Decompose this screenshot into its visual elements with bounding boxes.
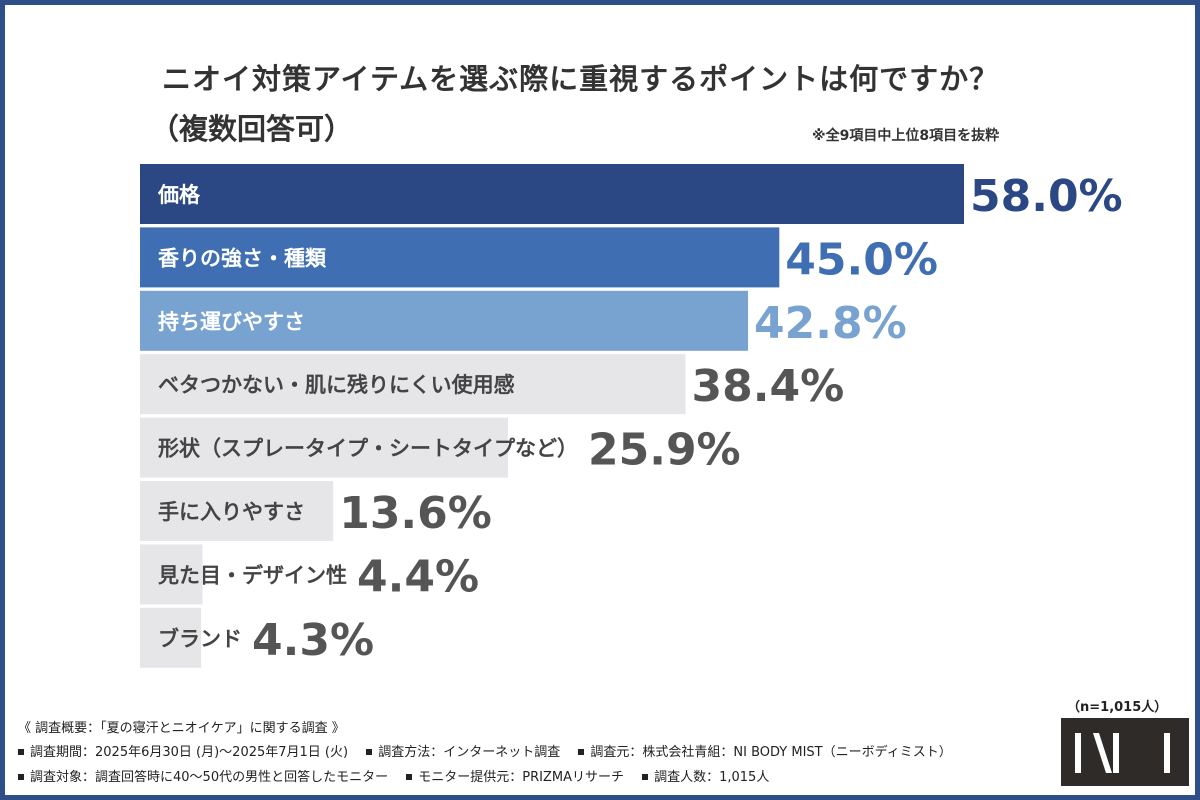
bar-3 bbox=[140, 354, 686, 415]
bar-chart: 価格 58.0% 香りの強さ・種類 45.0% 持ち運びやすさ 42.8% ベタつかない・肌… bbox=[140, 164, 1123, 668]
footer-line-1: 調査期間：2025年6月30日 (月)〜2025年7月1日 (火) 調査方法：イ… bbox=[18, 741, 952, 760]
value-label-5: 13.6% bbox=[339, 488, 492, 539]
footer-provider: モニター提供元：PRIZMAリサーチ bbox=[418, 770, 624, 785]
bullet-icon bbox=[406, 773, 413, 780]
value-label-2: 42.8% bbox=[754, 298, 907, 349]
chart-subtitle: （複数回答可） bbox=[150, 112, 354, 146]
bullet-icon bbox=[642, 773, 649, 780]
bullet-icon bbox=[366, 748, 373, 755]
bar-2 bbox=[140, 290, 749, 351]
bullet-icon bbox=[18, 773, 24, 780]
bar-1 bbox=[140, 227, 780, 288]
footer-target: 調査対象：調査回答時に40〜50代の男性と回答したモニター bbox=[30, 770, 389, 785]
value-label-1: 45.0% bbox=[785, 234, 938, 285]
footer-count: 調査人数：1,015人 bbox=[654, 770, 770, 785]
brand-logo bbox=[1061, 718, 1189, 786]
value-label-3: 38.4% bbox=[692, 361, 845, 412]
bar-5 bbox=[140, 481, 334, 541]
footer-method: 調査方法：インターネット調査 bbox=[378, 745, 561, 760]
bar-4 bbox=[140, 417, 508, 478]
value-label-0: 58.0% bbox=[970, 171, 1123, 222]
bar-label-2: 持ち運びやすさ bbox=[158, 310, 305, 334]
chart-note: ※全9項目中上位8項目を抜粋 bbox=[812, 128, 1000, 144]
value-label-4: 25.9% bbox=[588, 425, 741, 476]
bar-label-4: 形状（スプレータイプ・シートタイプなど） bbox=[158, 437, 578, 461]
bar-label-3: ベタつかない・肌に残りにくい使用感 bbox=[158, 373, 515, 397]
chart-title: ニオイ対策アイテムを選ぶ際に重視するポイントは何ですか？ bbox=[162, 62, 1000, 96]
sample-size: （n=1,015人） bbox=[1067, 700, 1168, 715]
bar-0 bbox=[140, 164, 964, 224]
bar-label-5: 手に入りやすさ bbox=[158, 500, 305, 524]
footer-survey-name: 《 調査概要：「夏の寝汗とニオイケア」に関する調査 》 bbox=[18, 721, 345, 736]
bar-label-6: 見た目・デザイン性 bbox=[158, 563, 347, 587]
footer-line-2: 調査対象：調査回答時に40〜50代の男性と回答したモニター モニター提供元：PR… bbox=[18, 766, 769, 785]
bullet-icon bbox=[578, 748, 585, 755]
value-label-6: 4.4% bbox=[357, 551, 479, 602]
footer-organizer: 調査元：株式会社青組：NI BODY MIST（ニーボディミスト） bbox=[590, 745, 952, 760]
footer-period: 調査期間：2025年6月30日 (月)〜2025年7月1日 (火) bbox=[30, 745, 349, 760]
bar-6 bbox=[140, 544, 203, 605]
bullet-icon bbox=[18, 748, 24, 755]
bar-label-7: ブランド bbox=[158, 627, 242, 651]
value-label-7: 4.3% bbox=[252, 615, 374, 666]
bar-label-0: 価格 bbox=[157, 183, 201, 207]
bar-label-1: 香りの強さ・種類 bbox=[158, 246, 327, 270]
bar-7 bbox=[140, 607, 202, 668]
